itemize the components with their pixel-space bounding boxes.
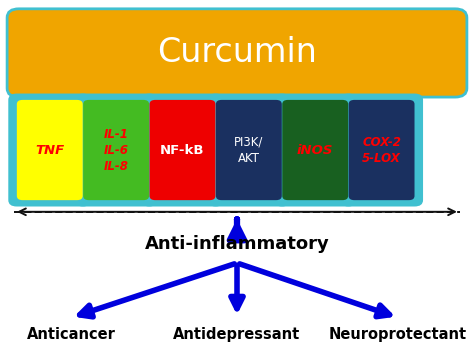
Text: Anti-inflammatory: Anti-inflammatory	[145, 235, 329, 252]
FancyBboxPatch shape	[274, 94, 356, 207]
Text: Curcumin: Curcumin	[157, 36, 317, 70]
FancyBboxPatch shape	[207, 94, 290, 207]
Text: Anticancer: Anticancer	[27, 328, 116, 342]
Text: NF-kB: NF-kB	[160, 144, 205, 156]
FancyBboxPatch shape	[149, 100, 215, 200]
Text: IL-1
IL-6
IL-8: IL-1 IL-6 IL-8	[104, 127, 128, 173]
FancyBboxPatch shape	[7, 9, 467, 97]
FancyBboxPatch shape	[8, 94, 91, 207]
FancyBboxPatch shape	[348, 100, 414, 200]
FancyBboxPatch shape	[340, 94, 423, 207]
Text: PI3K/
AKT: PI3K/ AKT	[234, 136, 264, 164]
Text: iNOS: iNOS	[297, 144, 333, 156]
Text: Antidepressant: Antidepressant	[173, 328, 301, 342]
FancyBboxPatch shape	[282, 100, 348, 200]
FancyBboxPatch shape	[83, 100, 149, 200]
Text: Neuroprotectant: Neuroprotectant	[329, 328, 467, 342]
FancyBboxPatch shape	[216, 100, 282, 200]
FancyBboxPatch shape	[141, 94, 224, 207]
Text: TNF: TNF	[35, 144, 64, 156]
FancyBboxPatch shape	[17, 100, 82, 200]
Text: COX-2
5-LOX: COX-2 5-LOX	[362, 136, 401, 164]
FancyBboxPatch shape	[75, 94, 157, 207]
